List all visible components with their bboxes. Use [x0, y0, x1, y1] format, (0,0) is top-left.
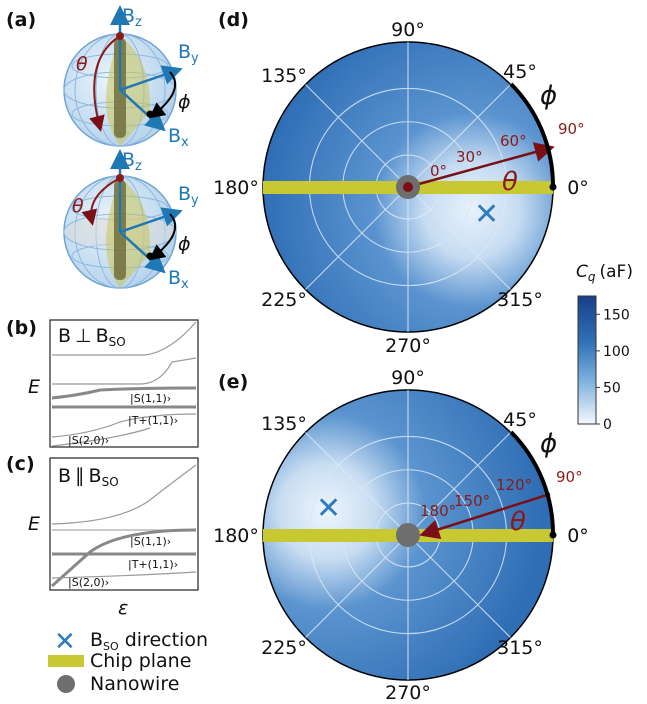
- nanowire-e: [396, 523, 420, 547]
- polar-grid-spoke: [407, 84, 511, 188]
- polar-d-theta-tick-30: 30°: [456, 148, 483, 166]
- sphere-diagram-top: [63, 5, 183, 147]
- bso-marker-d: ✕: [474, 197, 499, 232]
- colorbar-tick-label: 0: [603, 417, 612, 433]
- colorbar-tick-label: 150: [603, 307, 630, 323]
- state-s11-b: |S(1,1)›: [130, 392, 171, 405]
- polar-e-angle-180: 180°: [213, 525, 259, 547]
- polar-e-theta-tick-90: 90°: [556, 468, 583, 486]
- bz-label: Bz: [122, 5, 142, 30]
- theta-label-2: θ: [72, 195, 84, 217]
- energy-c-xlabel: ε: [118, 597, 128, 619]
- polar-e-theta-tick-120: 120°: [496, 476, 532, 494]
- energy-c-ylabel: E: [28, 513, 40, 535]
- polar-d-angle-180: 180°: [213, 177, 259, 199]
- polar-d-angle-135: 135°: [261, 65, 307, 87]
- sphere-diagram-bottom: [63, 149, 183, 289]
- panel-label-c: (c): [6, 453, 35, 475]
- polar-e-angle-45: 45°: [503, 409, 537, 431]
- colorbar-tick-label: 50: [603, 380, 621, 396]
- phi-label-2: ϕ: [178, 233, 191, 255]
- bso-marker-e: ✕: [316, 491, 341, 526]
- state-t11-c: |T+(1,1)›: [128, 558, 178, 571]
- polar-grid-spoke: [407, 432, 511, 536]
- polar-map-d: ✕: [262, 41, 557, 333]
- panel-label-d: (d): [218, 9, 249, 31]
- polar-e-angle-0: 0°: [567, 525, 589, 547]
- polar-grid-spoke: [305, 432, 409, 536]
- legend-nanowire-swatch: [57, 675, 75, 693]
- polar-grid-spoke: [305, 84, 409, 188]
- state-s20-b: |S(2,0)›: [68, 434, 109, 447]
- polar-e-angle-315: 315°: [497, 637, 543, 659]
- polar-d-theta-tick-0: 0°: [430, 162, 447, 180]
- energy-b-ylabel: E: [28, 376, 40, 398]
- colorbar-gradient: [577, 295, 597, 425]
- colorbar-label: Cq (aF): [576, 262, 633, 284]
- polar-grid-spoke: [305, 186, 409, 290]
- panel-label-e: (e): [218, 371, 248, 393]
- legend-bso-label: BSO direction: [90, 629, 208, 653]
- polar-e-theta-tick-150: 150°: [454, 492, 490, 510]
- energy-plot-b: B ⊥ BSO |S(1,1)› |T+(1,1)› |S(2,0)›: [49, 319, 199, 448]
- theta-label: θ: [76, 53, 88, 75]
- polar-map-e: ✕: [262, 389, 557, 681]
- polar-e-theta-tick-180: 180°: [420, 502, 456, 520]
- polar-grid-spoke: [407, 534, 511, 638]
- polar-grid-spoke: [407, 186, 511, 290]
- polar-d-angle-45: 45°: [503, 61, 537, 83]
- polar-e-angle-270: 270°: [385, 682, 431, 704]
- legend-chip-swatch: [48, 655, 84, 667]
- legend-nanowire-label: Nanowire: [90, 673, 179, 695]
- state-t11-b: |T+(1,1)›: [128, 414, 178, 427]
- legend: ✕ BSO direction Chip plane Nanowire: [48, 627, 208, 695]
- energy-plot-c: B ∥ BSO |S(1,1)› |T+(1,1)› |S(2,0)›: [49, 457, 199, 591]
- polar-e-theta-symbol: θ: [510, 507, 526, 537]
- phi-label: ϕ: [178, 91, 191, 113]
- legend-chip-label: Chip plane: [90, 650, 191, 672]
- polar-e-angle-90: 90°: [391, 367, 425, 389]
- colorbar: Cq (aF) 150 100 50 0: [576, 262, 633, 433]
- colorbar-tick-label: 100: [603, 344, 630, 360]
- panel-label-b: (b): [6, 317, 37, 339]
- energy-c-title: B ∥ BSO: [58, 465, 119, 489]
- polar-d-angle-270: 270°: [385, 335, 431, 357]
- bx-label-2: Bx: [168, 267, 189, 292]
- polar-d-theta-symbol: θ: [502, 167, 518, 197]
- polar-d-angle-0: 0°: [567, 177, 589, 199]
- polar-d-phi-symbol: ϕ: [540, 81, 557, 111]
- phi-arc-d: [509, 82, 556, 188]
- by-label-2: By: [178, 183, 199, 208]
- panel-label-a: (a): [6, 9, 36, 31]
- energy-b-title: B ⊥ BSO: [58, 325, 126, 349]
- legend-bso-marker: ✕: [54, 627, 76, 657]
- theta-arrow-e: [419, 492, 551, 539]
- polar-e-phi-symbol: ϕ: [540, 429, 557, 459]
- polar-d-angle-315: 315°: [497, 289, 543, 311]
- polar-d-angle-225: 225°: [261, 289, 307, 311]
- polar-d-theta-tick-60: 60°: [500, 132, 527, 150]
- polar-d-theta-tick-90: 90°: [558, 120, 585, 138]
- phi-arc-e: [509, 430, 556, 536]
- state-s20-c: |S(2,0)›: [68, 576, 109, 589]
- state-s11-c: |S(1,1)›: [130, 535, 171, 548]
- polar-d-angle-90: 90°: [391, 19, 425, 41]
- theta-arrow-d: [407, 142, 555, 189]
- polar-e-angle-225: 225°: [261, 637, 307, 659]
- polar-e-angle-135: 135°: [261, 413, 307, 435]
- bx-label: Bx: [168, 125, 189, 150]
- bz-label-2: Bz: [122, 149, 142, 174]
- polar-grid-spoke: [305, 534, 409, 638]
- by-label: By: [178, 41, 199, 66]
